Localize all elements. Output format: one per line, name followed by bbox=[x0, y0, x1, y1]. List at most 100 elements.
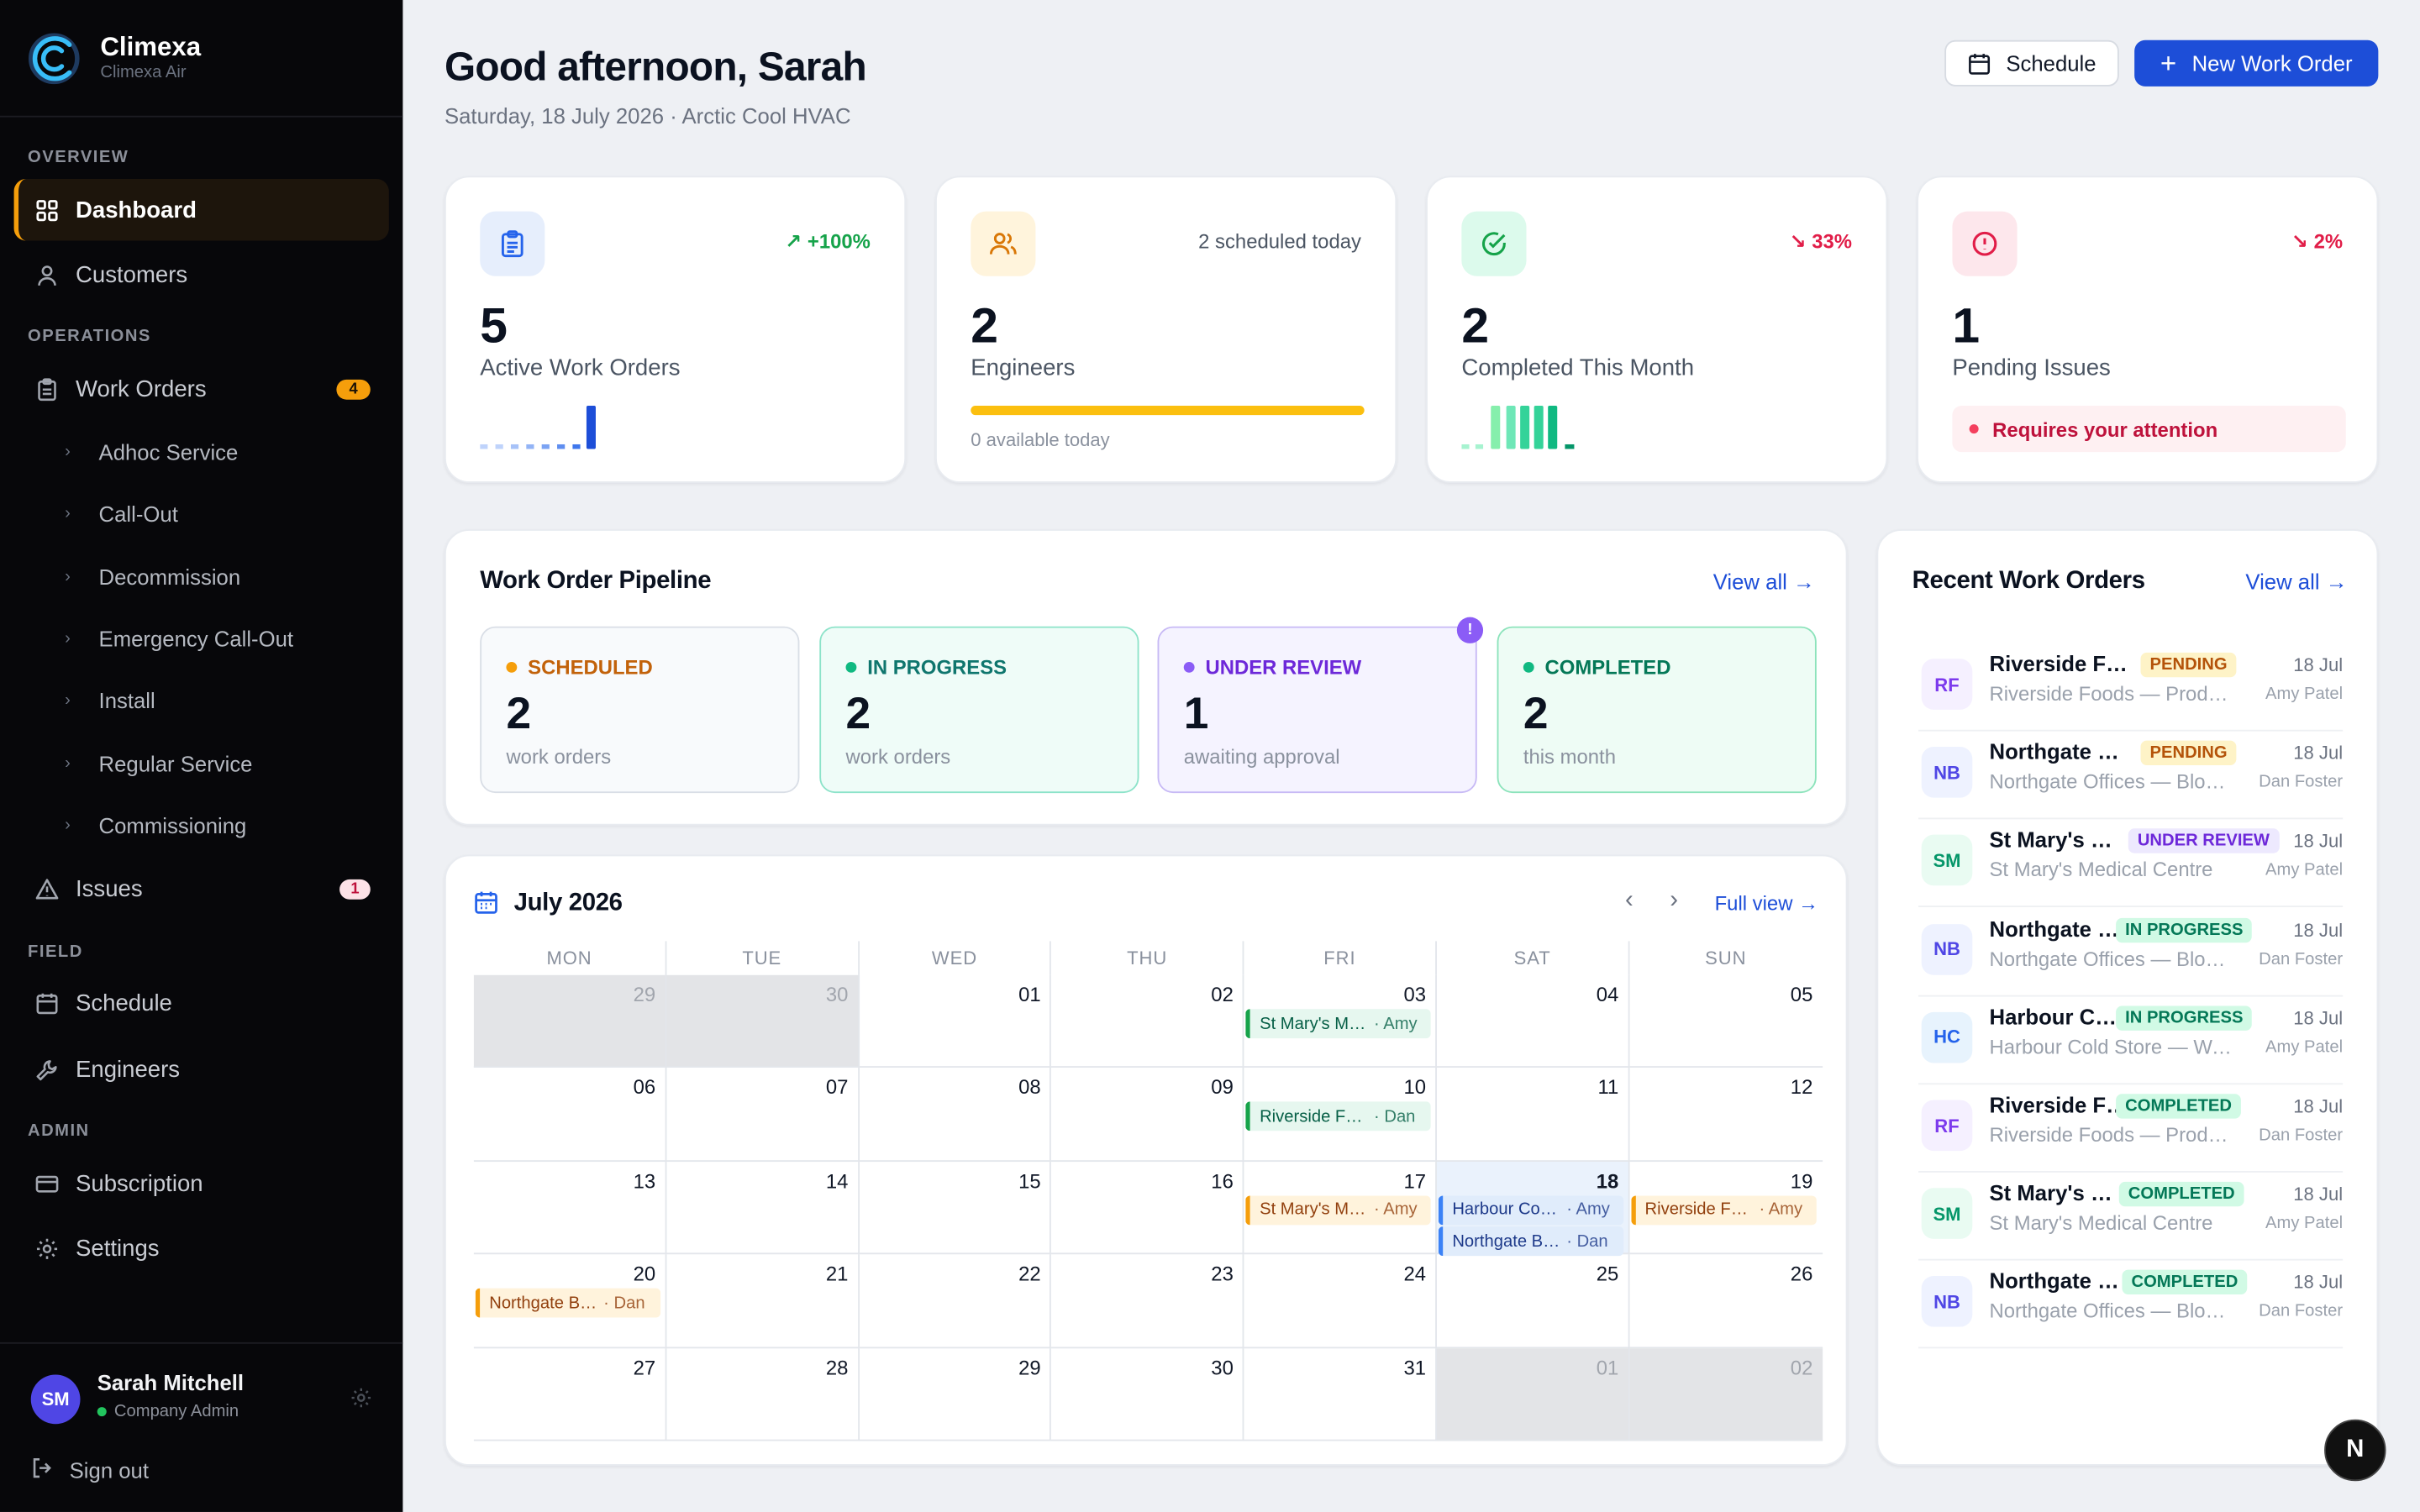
calendar-day-cell[interactable]: 15 bbox=[859, 1161, 1052, 1255]
sidebar-item-settings[interactable]: Settings bbox=[14, 1217, 389, 1278]
work-order-row[interactable]: NB Northgate Business ParkCOMPLETED Northg… bbox=[1918, 1261, 2344, 1349]
calendar-event[interactable]: St Mary's Medical Centre · Amy bbox=[1245, 1195, 1431, 1225]
stage-desc: work orders bbox=[506, 745, 612, 769]
work-order-row[interactable]: RF Riverside FoodsCOMPLETED Riverside Food… bbox=[1918, 1084, 2344, 1173]
calendar-day-cell[interactable]: 03 St Mary's Medical Centre · Amy bbox=[1244, 974, 1437, 1068]
calendar-day-cell[interactable]: 09 bbox=[1051, 1068, 1244, 1162]
calendar-day-cell[interactable]: 07 bbox=[666, 1068, 860, 1162]
calendar-event[interactable]: Harbour Cold Store · Amy bbox=[1438, 1195, 1623, 1225]
calendar-day-cell[interactable]: 01 bbox=[1436, 1347, 1630, 1441]
sidebar-item-issues[interactable]: Issues 1 bbox=[14, 858, 389, 919]
sidebar-subitem-install[interactable]: › Install bbox=[65, 684, 155, 717]
calendar-day-cell[interactable]: 23 bbox=[1051, 1254, 1244, 1348]
calendar-day-cell[interactable]: 14 bbox=[666, 1161, 860, 1255]
calendar-event[interactable]: Riverside Foods · Dan bbox=[1245, 1102, 1431, 1132]
calendar-day-cell[interactable]: 01 bbox=[859, 974, 1052, 1068]
calendar-day-cell[interactable]: 29 bbox=[859, 1347, 1052, 1441]
sidebar-subitem-commissioning[interactable]: › Commissioning bbox=[65, 808, 246, 842]
calendar-event[interactable]: Northgate Business Park · Dan bbox=[475, 1288, 660, 1318]
stage-label: IN PROGRESS bbox=[845, 656, 1007, 679]
sidebar-subitem-emergency-call-out[interactable]: › Emergency Call-Out bbox=[65, 622, 293, 655]
calendar-event[interactable]: Riverside Foods· Amy bbox=[1631, 1195, 1817, 1225]
calendar-day-cell[interactable]: 28 bbox=[666, 1347, 860, 1441]
calendar-next-button[interactable]: › bbox=[1670, 887, 1679, 914]
trend-down-icon: ↘ bbox=[2291, 229, 2314, 254]
avatar[interactable]: SM bbox=[30, 1374, 81, 1425]
sidebar-item-customers[interactable]: Customers bbox=[14, 244, 389, 305]
calendar-day-cell[interactable]: 24 bbox=[1244, 1254, 1437, 1348]
online-status-dot bbox=[97, 1407, 107, 1417]
calendar-day-number: 25 bbox=[1596, 1262, 1619, 1286]
calendar-day-cell[interactable]: 25 bbox=[1436, 1254, 1630, 1348]
work-order-row[interactable]: RF Riverside Foods PENDING Riverside Foods … bbox=[1918, 643, 2344, 732]
calendar-day-cell[interactable]: 08 bbox=[859, 1068, 1052, 1162]
calendar-day-cell[interactable]: 30 bbox=[1051, 1347, 1244, 1441]
pipeline-view-all-link[interactable]: View all → bbox=[1713, 570, 1815, 594]
calendar-day-cell[interactable]: 06 bbox=[473, 1068, 667, 1162]
stat-card-completed[interactable]: ↘ 33% 2 Completed This Month bbox=[1426, 176, 1888, 483]
work-order-title: Riverside Foods bbox=[1989, 651, 2128, 676]
pipeline-stage-completed[interactable]: COMPLETED 2 this month bbox=[1497, 626, 1817, 794]
calendar-event[interactable]: Northgate Business Park · Dan bbox=[1438, 1226, 1623, 1257]
brand[interactable]: Climexa Climexa Air bbox=[0, 0, 403, 118]
sidebar-item-work-orders[interactable]: Work Orders 4 bbox=[14, 358, 389, 419]
calendar-day-cell[interactable]: 02 bbox=[1629, 1347, 1823, 1441]
calendar-day-cell[interactable]: 20 Northgate Business Park · Dan bbox=[473, 1254, 667, 1348]
sidebar-subitem-adhoc-service[interactable]: › Adhoc Service bbox=[65, 435, 238, 469]
sidebar-subitem-call-out[interactable]: › Call-Out bbox=[65, 496, 178, 530]
stat-card-engineers[interactable]: 2 scheduled today 2 Engineers 0 availabl… bbox=[935, 176, 1397, 483]
calendar-day-cell[interactable]: 12 bbox=[1629, 1068, 1823, 1162]
user-settings-gear-icon[interactable] bbox=[350, 1387, 372, 1416]
calendar-day-cell[interactable]: 13 bbox=[473, 1161, 667, 1255]
calendar-day-cell[interactable]: 04 bbox=[1436, 974, 1630, 1068]
spark-bar bbox=[510, 444, 519, 449]
sidebar-item-engineers[interactable]: Engineers bbox=[14, 1038, 389, 1100]
calendar-day-cell[interactable]: 27 bbox=[473, 1347, 667, 1441]
pipeline-stage-under-review[interactable]: UNDER REVIEW 1 awaiting approval ! bbox=[1157, 617, 1484, 794]
calendar-full-view-link[interactable]: Full view → bbox=[1715, 892, 1818, 916]
schedule-button[interactable]: Schedule bbox=[1944, 39, 2119, 87]
calendar-day-cell[interactable]: 16 bbox=[1051, 1161, 1244, 1255]
review-alert-badge: ! bbox=[1456, 617, 1484, 643]
sidebar-subitem-regular-service[interactable]: › Regular Service bbox=[65, 747, 252, 780]
calendar-day-cell[interactable]: 31 bbox=[1244, 1347, 1437, 1441]
sign-out-button[interactable]: Sign out bbox=[31, 1457, 149, 1484]
new-work-order-button[interactable]: + New Work Order bbox=[2134, 39, 2379, 87]
pipeline-stage-in-progress[interactable]: IN PROGRESS 2 work orders bbox=[819, 626, 1139, 794]
stat-card-pending-issues[interactable]: ↘ 2% 1 Pending Issues Requires your atte… bbox=[1917, 176, 2379, 483]
calendar-event[interactable]: St Mary's Medical Centre · Amy bbox=[1245, 1009, 1431, 1039]
calendar-day-cell[interactable]: 02 bbox=[1051, 974, 1244, 1068]
chevron-right-icon: › bbox=[65, 504, 71, 523]
weekday-header: MON bbox=[474, 941, 667, 975]
sidebar-item-subscription[interactable]: Subscription bbox=[14, 1152, 389, 1214]
recent-view-all-link[interactable]: View all → bbox=[2245, 570, 2347, 594]
calendar-day-cell[interactable]: 29 bbox=[473, 974, 667, 1068]
floating-action-button[interactable]: N bbox=[2324, 1419, 2386, 1482]
calendar-day-cell[interactable]: 17 St Mary's Medical Centre · Amy bbox=[1244, 1161, 1437, 1255]
work-order-row[interactable]: NB Northgate Business Park PENDING Northgat… bbox=[1918, 732, 2344, 820]
calendar-day-cell[interactable]: 21 bbox=[666, 1254, 860, 1348]
customer-initials-badge: RF bbox=[1921, 1100, 1973, 1152]
calendar-day-cell[interactable]: 22 bbox=[859, 1254, 1052, 1348]
arrow-right-icon: → bbox=[1793, 569, 1815, 595]
pipeline-stage-scheduled[interactable]: SCHEDULED 2 work orders bbox=[480, 626, 800, 794]
calendar-prev-button[interactable]: ‹ bbox=[1625, 887, 1634, 914]
work-order-row[interactable]: HC Harbour Cold StoreIN PROGRESS Harbour C… bbox=[1918, 996, 2344, 1084]
sidebar-item-dashboard[interactable]: Dashboard bbox=[13, 179, 389, 241]
work-order-date: 18 Jul bbox=[2293, 1184, 2344, 1205]
calendar-day-cell[interactable]: 26 bbox=[1629, 1255, 1823, 1348]
calendar-day-cell[interactable]: 11 bbox=[1436, 1068, 1630, 1162]
calendar-day-cell[interactable]: 18 Harbour Cold Store · Amy Northgate Busin… bbox=[1436, 1161, 1630, 1257]
calendar-day-cell[interactable]: 10 Riverside Foods · Dan bbox=[1244, 1068, 1437, 1162]
sidebar-subitem-decommission[interactable]: › Decommission bbox=[65, 560, 240, 594]
calendar-day-cell[interactable]: 30 bbox=[666, 974, 860, 1068]
clipboard-icon bbox=[480, 211, 545, 276]
sidebar-item-schedule[interactable]: Schedule bbox=[14, 972, 389, 1033]
work-order-row[interactable]: NB Northgate Business ParkIN PROGRESS Nort… bbox=[1918, 908, 2344, 996]
attention-alert[interactable]: Requires your attention bbox=[1952, 406, 2346, 453]
calendar-day-cell[interactable]: 05 bbox=[1629, 975, 1823, 1068]
stat-card-active-work-orders[interactable]: ↗ +100% 5 Active Work Orders bbox=[444, 176, 907, 483]
